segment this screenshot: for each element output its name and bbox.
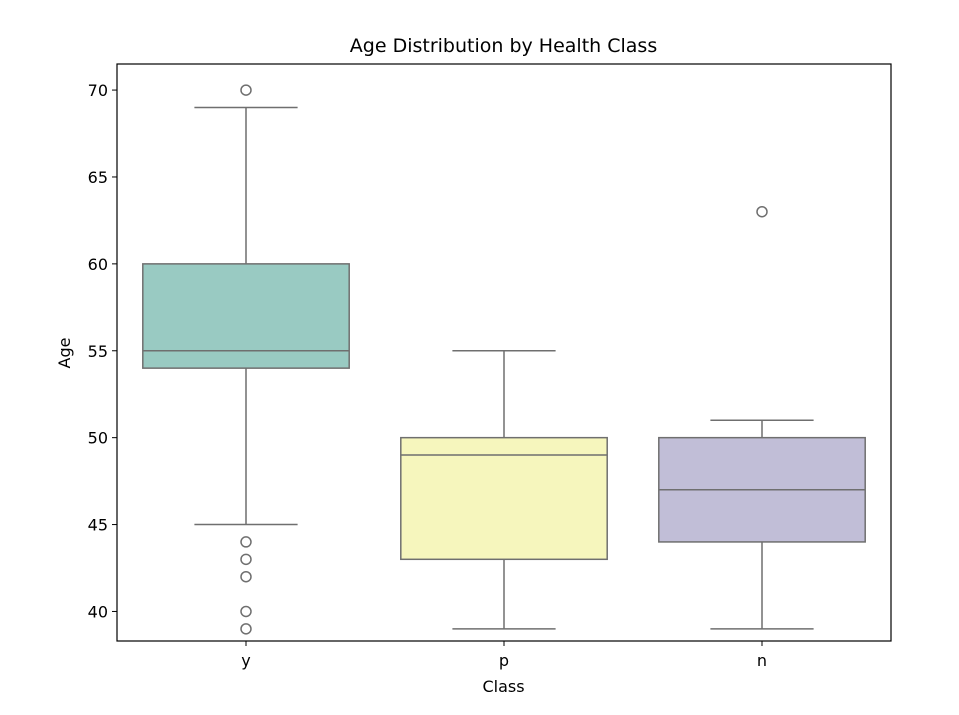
y-tick-label: 65: [88, 168, 108, 187]
outlier-point: [240, 605, 252, 618]
y-tick-label: 40: [88, 602, 108, 621]
plot-area: [142, 84, 866, 635]
outlier-point: [756, 205, 768, 218]
outlier-point: [240, 553, 252, 566]
outlier-point: [240, 570, 252, 583]
x-tick-label: p: [499, 651, 509, 670]
chart-title: Age Distribution by Health Class: [350, 35, 657, 57]
y-tick-label: 50: [88, 429, 108, 448]
x-tick-label: y: [241, 651, 250, 670]
x-tick-label: n: [757, 651, 767, 670]
y-tick-label: 55: [88, 342, 108, 361]
box-group-p: [400, 350, 608, 630]
outlier-point: [240, 623, 252, 635]
box-group-y: [142, 84, 350, 635]
axes: 40 45 50 55 60 65 70 y p n: [88, 81, 767, 670]
y-axis-title: Age: [55, 338, 74, 369]
outlier-point: [240, 536, 252, 548]
outlier-point: [240, 84, 252, 96]
y-tick-label: 45: [88, 516, 108, 535]
box-iqr: [400, 436, 608, 561]
x-axis-title: Class: [482, 677, 524, 696]
box-group-n: [658, 205, 866, 630]
box-iqr: [142, 263, 350, 369]
y-tick-label: 60: [88, 255, 108, 274]
y-tick-label: 70: [88, 81, 108, 100]
